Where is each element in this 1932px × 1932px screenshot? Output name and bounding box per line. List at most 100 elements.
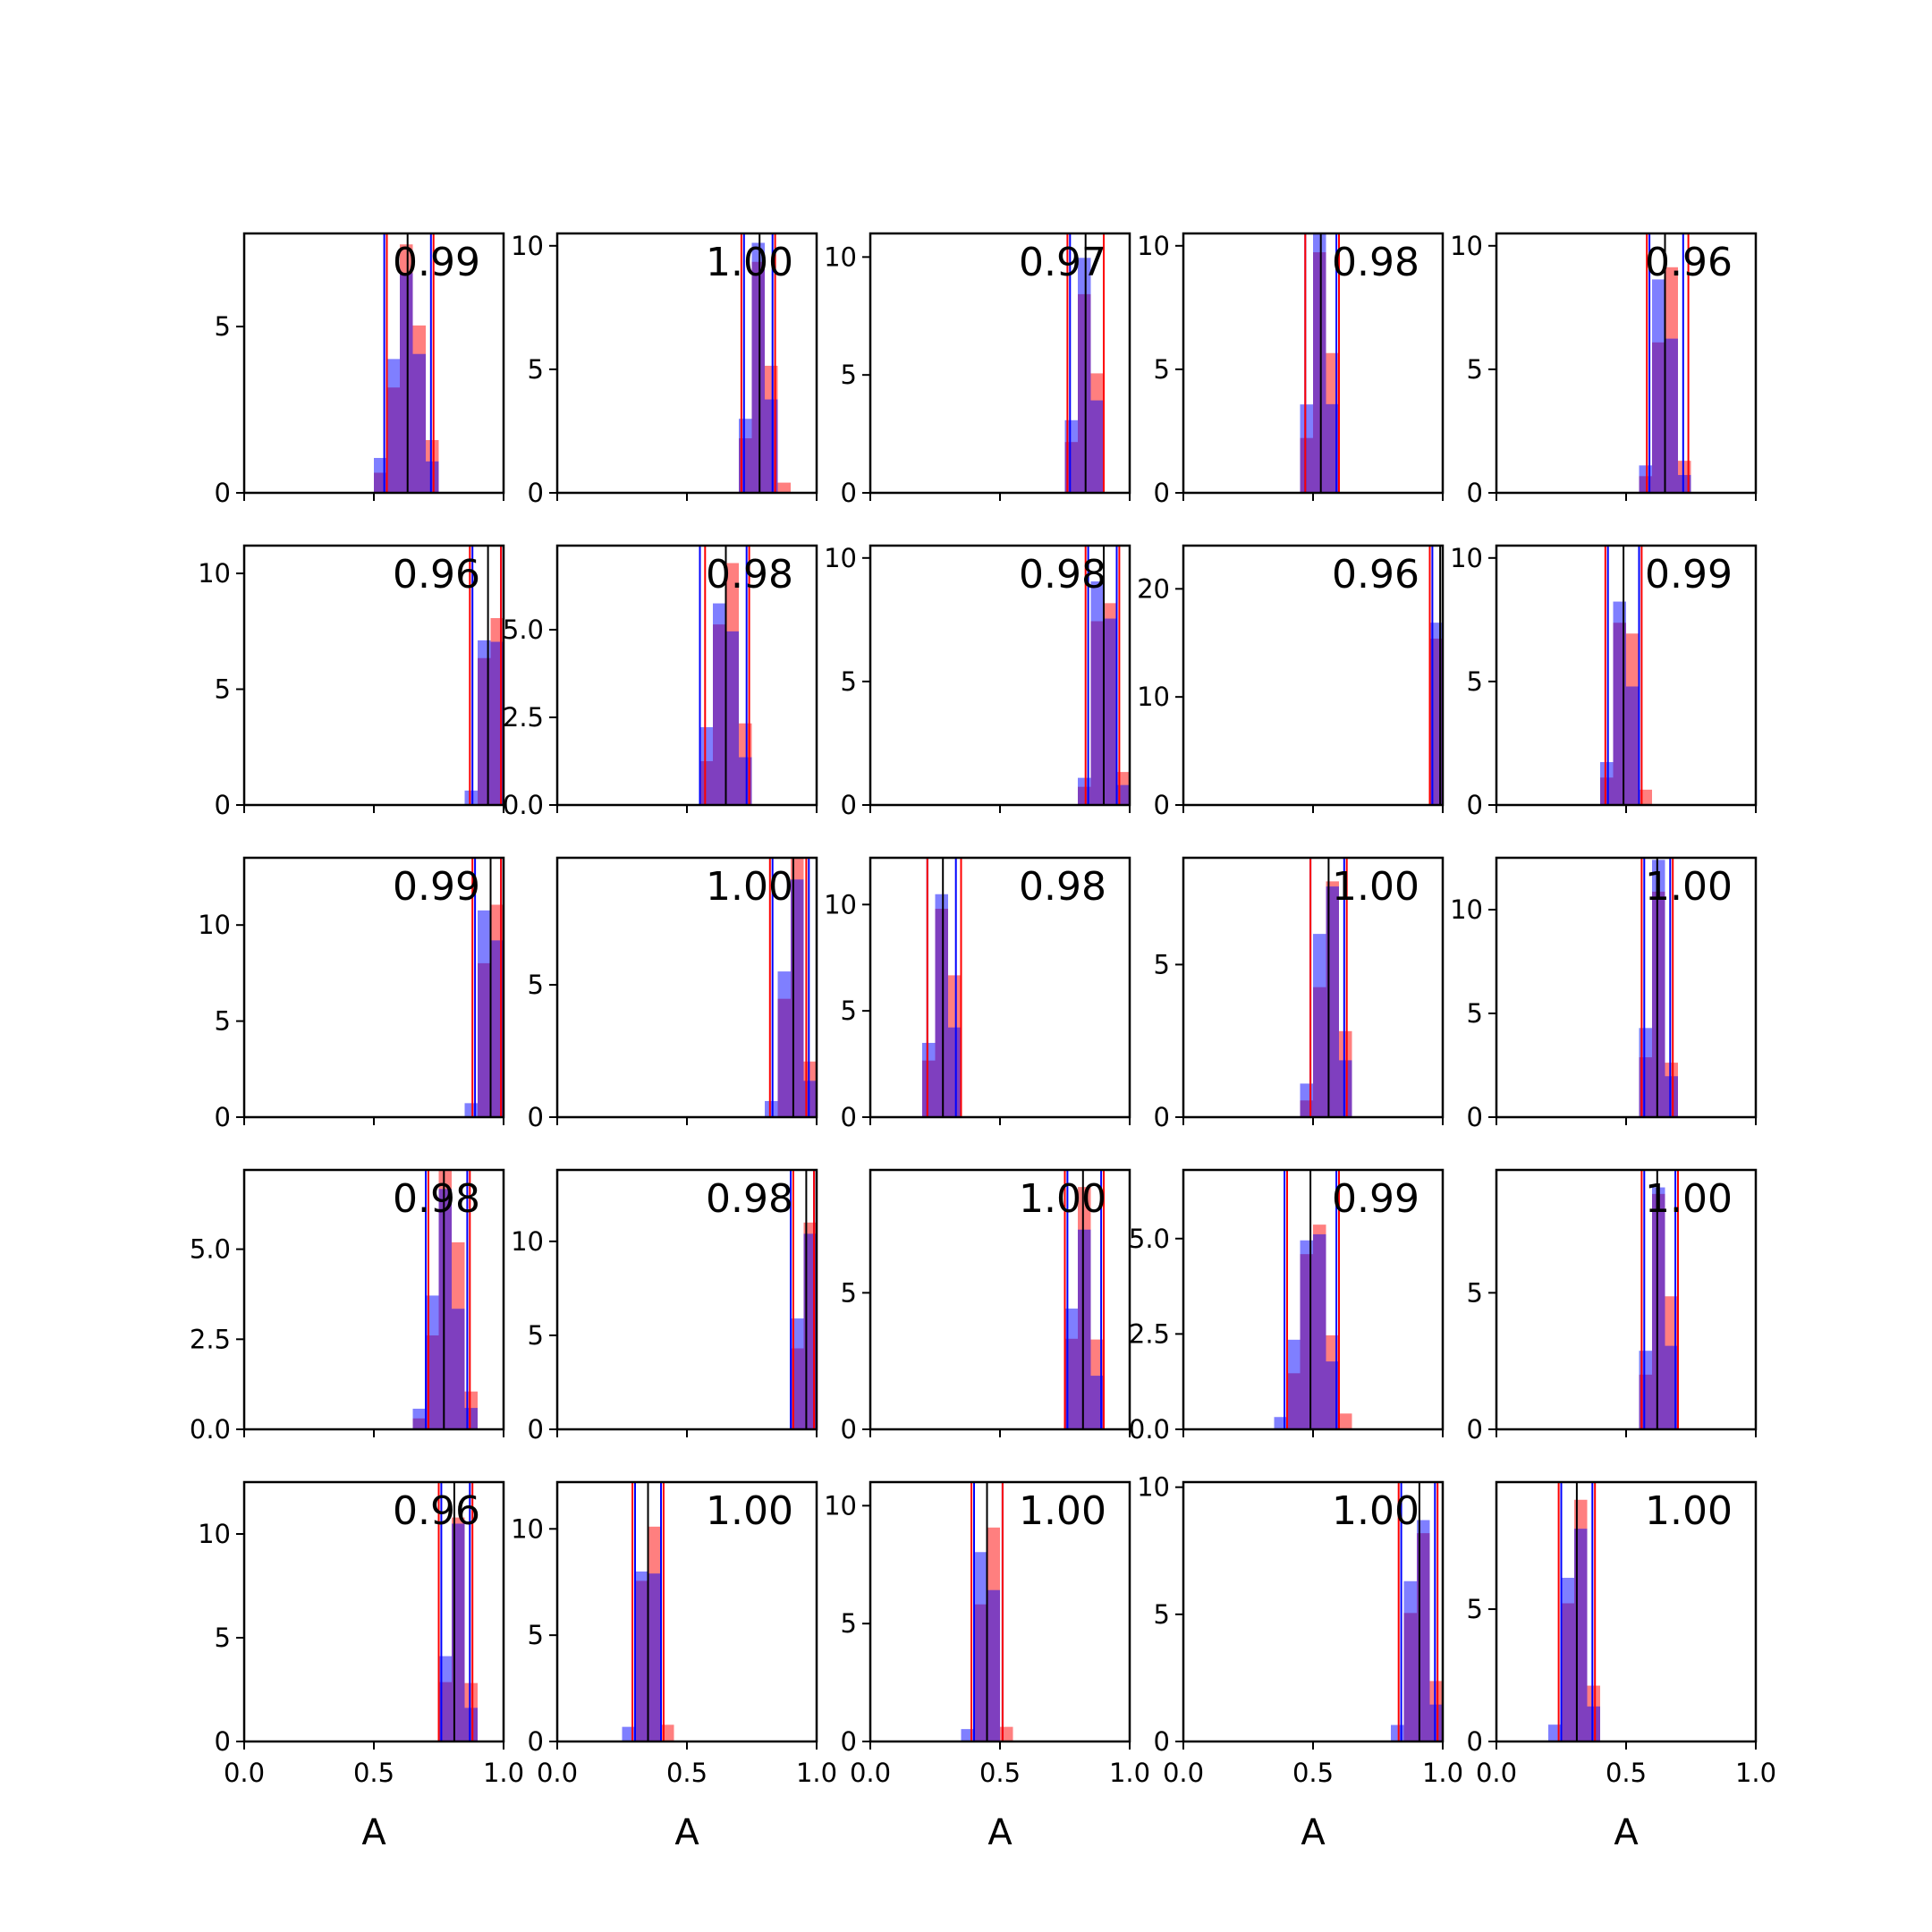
histogram-bar-blue — [386, 359, 400, 493]
histogram-bar-blue — [412, 1408, 426, 1429]
y-tick-label: 10 — [198, 558, 231, 589]
histogram-bar-blue — [1429, 1704, 1443, 1741]
subplot-plot-area — [412, 1170, 478, 1429]
subplot-19: 0.0 2.5 5.0 0.99 — [1129, 1168, 1445, 1445]
x-tick-label: 1.0 — [483, 1758, 524, 1788]
x-axis-label: A — [1614, 1812, 1639, 1853]
histogram-bar-blue — [1561, 1577, 1574, 1741]
subplot-6: 0 5 10 0.96 — [198, 544, 505, 820]
subplot-10: 0 5 10 0.99 — [1450, 543, 1758, 820]
correlation-annotation: 1.00 — [706, 1488, 793, 1534]
histogram-bar-blue — [1652, 279, 1665, 493]
x-axis-label: A — [1301, 1812, 1326, 1853]
y-tick-label: 0 — [215, 790, 231, 820]
x-tick-label: 1.0 — [1109, 1758, 1150, 1788]
subplot-1: 050.99 — [215, 232, 505, 508]
subplot-plot-area — [1274, 1170, 1352, 1429]
x-axis-label: A — [361, 1812, 386, 1853]
correlation-annotation: 1.00 — [1332, 864, 1419, 910]
histogram-bar-blue — [1078, 258, 1091, 493]
subplot-4: 0 5 10 0.98 — [1137, 231, 1445, 508]
correlation-annotation: 0.96 — [393, 1488, 480, 1534]
subplot-plot-area — [1078, 546, 1130, 805]
histogram-bar-blue — [464, 790, 478, 805]
histogram-bar-blue — [426, 461, 439, 493]
correlation-annotation: 1.00 — [706, 864, 793, 910]
subplot-plot-area — [1639, 858, 1678, 1117]
correlation-annotation: 0.96 — [1332, 552, 1419, 597]
y-tick-label: 0 — [1154, 790, 1170, 820]
y-tick-label: 10 — [824, 889, 857, 919]
correlation-annotation: 0.99 — [1332, 1176, 1419, 1222]
y-tick-label: 0 — [528, 1414, 544, 1445]
y-tick-label: 10 — [1137, 231, 1170, 261]
subplot-plot-area — [1600, 546, 1652, 805]
y-tick-label: 10 — [824, 242, 857, 272]
y-tick-label: 5 — [841, 1608, 857, 1639]
x-tick-label: 0.5 — [353, 1758, 394, 1788]
y-tick-label: 10 — [198, 1519, 231, 1549]
y-tick-label: 5 — [215, 311, 231, 342]
y-tick-label: 10 — [1450, 231, 1483, 261]
histogram-bar-blue — [478, 910, 491, 1117]
subplot-18: 051.00 — [841, 1168, 1131, 1445]
y-tick-label: 0 — [1154, 478, 1170, 508]
y-tick-label: 5 — [841, 360, 857, 390]
histogram-bar-blue — [699, 727, 713, 805]
histogram-bar-red — [777, 482, 791, 493]
correlation-annotation: 1.00 — [1645, 1176, 1733, 1222]
y-tick-label: 5 — [1154, 354, 1170, 385]
subplot-plot-area — [922, 858, 962, 1117]
subplot-plot-area — [1428, 546, 1443, 805]
y-tick-label: 5 — [1467, 998, 1483, 1029]
subplot-9: 0 10 20 0.96 — [1137, 544, 1445, 820]
histogram-bar-blue — [1313, 1233, 1326, 1429]
y-tick-label: 10 — [1450, 894, 1483, 925]
correlation-annotation: 0.97 — [1019, 240, 1106, 285]
histogram-bar-blue — [935, 894, 948, 1117]
y-tick-label: 0 — [1154, 1726, 1170, 1757]
histogram-bar-blue — [635, 1571, 648, 1741]
y-tick-label: 5 — [1154, 949, 1170, 979]
y-tick-label: 0 — [1467, 1102, 1483, 1132]
y-tick-label: 0 — [528, 1102, 544, 1132]
y-tick-label: 5 — [528, 1620, 544, 1650]
histogram-bar-blue — [412, 353, 426, 493]
histogram-bar-blue — [948, 1027, 962, 1117]
y-tick-label: 0.0 — [503, 790, 544, 820]
y-tick-label: 5 — [841, 1277, 857, 1308]
subplot-plot-area — [765, 858, 817, 1117]
x-tick-label: 0.0 — [1476, 1758, 1517, 1788]
histogram-bar-blue — [922, 1042, 936, 1117]
y-tick-label: 10 — [511, 1513, 544, 1544]
subplot-11: 0 5 10 0.99 — [198, 856, 505, 1132]
subplot-22: 0 5 10 0.0 0.5 1.0 1.00 A — [511, 1480, 837, 1853]
histogram-bar-blue — [1600, 762, 1614, 805]
x-tick-label: 0.5 — [1292, 1758, 1334, 1788]
correlation-annotation: 1.00 — [1645, 864, 1733, 910]
correlation-annotation: 1.00 — [706, 240, 793, 285]
y-tick-label: 0 — [215, 1726, 231, 1757]
y-tick-label: 10 — [824, 543, 857, 573]
subplot-plot-area — [699, 546, 752, 805]
subplot-14: 051.00 — [1154, 856, 1445, 1132]
histogram-bar-blue — [725, 631, 739, 805]
x-tick-label: 0.0 — [850, 1758, 891, 1788]
histogram-bar-blue — [1104, 618, 1117, 805]
y-tick-label: 0 — [841, 478, 857, 508]
subplot-7: 0.0 2.5 5.0 0.98 — [503, 544, 818, 820]
correlation-annotation: 0.98 — [1332, 240, 1419, 285]
subplot-plot-area — [464, 546, 504, 805]
histogram-bar-blue — [713, 603, 726, 805]
y-tick-label: 10 — [824, 1490, 857, 1521]
y-tick-label: 0 — [215, 1102, 231, 1132]
y-tick-label: 0 — [528, 478, 544, 508]
correlation-annotation: 0.96 — [1645, 240, 1733, 285]
y-tick-label: 5 — [215, 1623, 231, 1653]
histogram-bar-blue — [1090, 581, 1104, 805]
y-tick-label: 5 — [528, 1320, 544, 1351]
subplot-20: 051.00 — [1467, 1168, 1758, 1445]
subplot-plot-area — [1639, 233, 1691, 493]
y-tick-label: 10 — [1450, 543, 1483, 573]
